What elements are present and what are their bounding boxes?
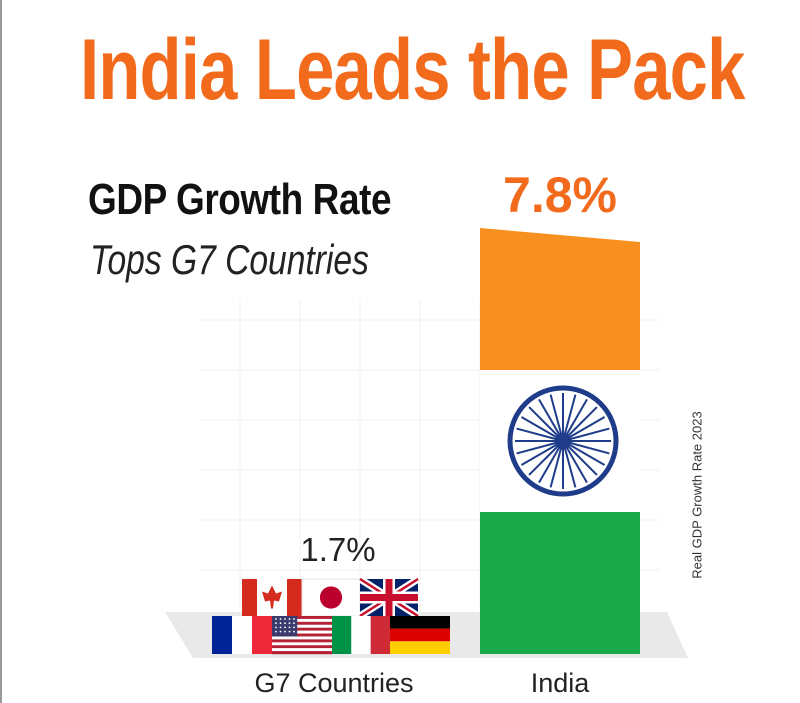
- india-bar-green-band: [480, 512, 640, 654]
- g7-flags: [212, 576, 450, 655]
- uk-flag: [358, 576, 420, 619]
- usa-flag: [272, 616, 332, 655]
- category-label-g7: G7 Countries: [254, 668, 414, 698]
- chart-tagline: Tops G7 Countries: [90, 236, 369, 283]
- japan-flag: [301, 578, 361, 617]
- category-label-india: India: [530, 668, 590, 698]
- canada-flag: [242, 579, 302, 616]
- india-bar: [480, 228, 640, 654]
- g7-value-label: 1.7%: [300, 531, 376, 568]
- page-left-border: [0, 0, 2, 703]
- germany-flag: [390, 616, 450, 654]
- page-title: India Leads the Pack: [80, 22, 745, 118]
- italy-flag: [332, 616, 390, 654]
- chart-bars: [480, 228, 640, 654]
- france-flag: [212, 616, 272, 654]
- india-value-label: 7.8%: [503, 167, 617, 223]
- chart-subtitle: GDP Growth Rate: [88, 175, 392, 224]
- india-bar-saffron-band: [480, 228, 640, 370]
- ashoka-chakra-icon: [507, 385, 619, 497]
- source-note: Real GDP Growth Rate 2023: [689, 411, 705, 579]
